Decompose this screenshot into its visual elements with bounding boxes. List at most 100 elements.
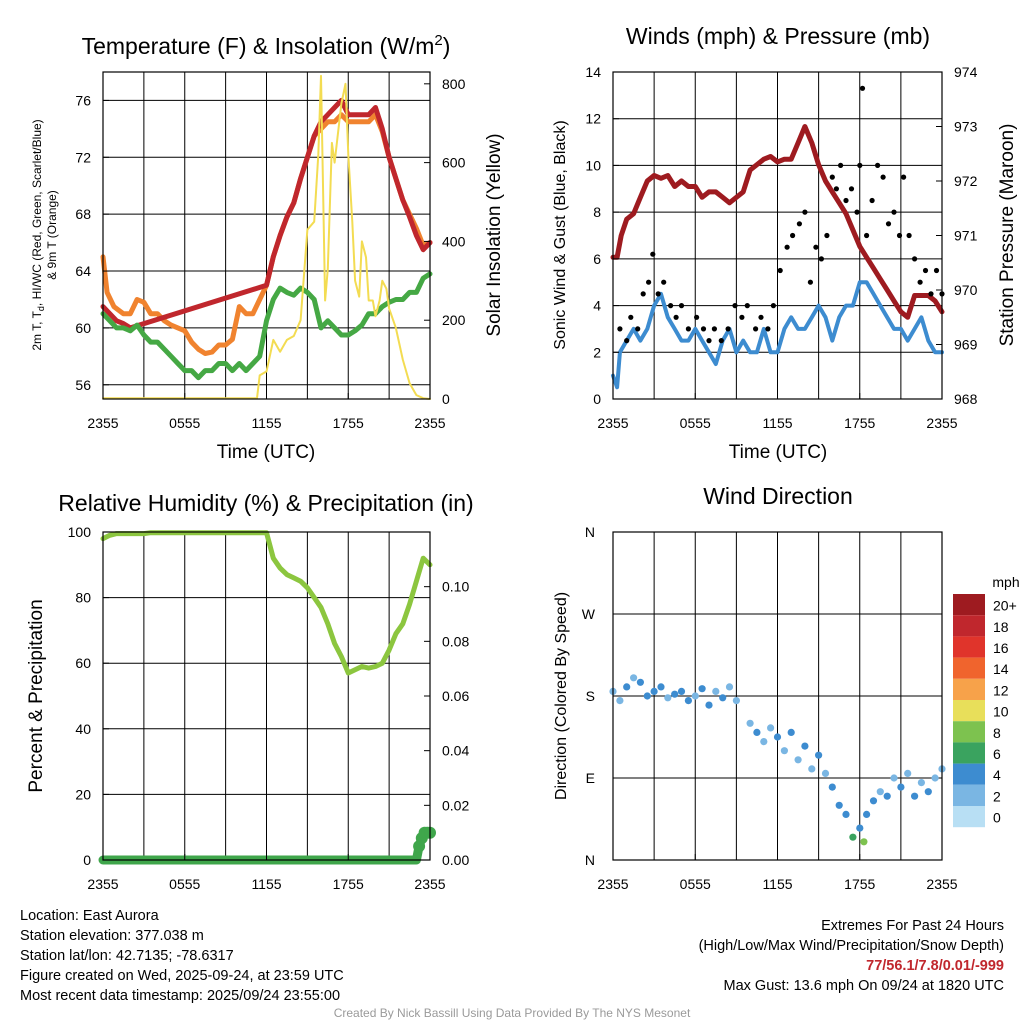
- y-tick-label: 14: [585, 64, 601, 80]
- gust-point: [912, 256, 918, 262]
- direction-point: [719, 694, 727, 702]
- gust-point: [732, 303, 738, 309]
- y-tick-label: 60: [75, 320, 91, 336]
- direction-point: [698, 685, 706, 693]
- humidity-line: [100, 530, 433, 676]
- direction-point: [794, 756, 802, 764]
- temperature-y2-label: Solar Insolation (Yellow): [484, 133, 505, 336]
- gust-point: [744, 303, 750, 309]
- gust-point: [854, 209, 860, 215]
- gust-point: [678, 303, 685, 309]
- direction-y-label: Direction (Colored By Speed): [553, 592, 570, 800]
- station-info: Location: East Aurora Station elevation:…: [20, 906, 344, 1006]
- temperature-y-label: 2m T, Td, HI/WC (Red, Green, Scarlet/Blu…: [30, 119, 46, 350]
- direction-point: [815, 751, 823, 759]
- gust-point: [790, 232, 796, 239]
- legend-label: 2: [993, 788, 1001, 804]
- direction-point: [863, 810, 871, 819]
- direction-point: [636, 678, 645, 686]
- gust-point: [770, 303, 777, 309]
- direction-point: [616, 697, 624, 705]
- gust-point: [635, 326, 641, 332]
- gust-point: [661, 279, 667, 285]
- x-tick-label: 1155: [251, 876, 281, 892]
- direction-point: [860, 838, 868, 846]
- direction-point: [808, 765, 816, 773]
- x-tick-label: 0555: [680, 876, 711, 892]
- temperature-y-label-2: & 9m T (Orange): [45, 190, 59, 280]
- humidity-title: Relative Humidity (%) & Precipitation (i…: [58, 490, 473, 516]
- gust-point: [838, 162, 844, 168]
- legend-label: 14: [993, 661, 1009, 677]
- extremes-heading: Extremes For Past 24 Hours: [821, 918, 1004, 934]
- legend-label: 6: [993, 746, 1001, 762]
- x-tick-label: 1155: [251, 415, 281, 431]
- direction-point: [746, 719, 754, 727]
- winds-x-label: Time (UTC): [729, 442, 828, 463]
- legend-swatch: [953, 806, 985, 828]
- gust-point: [700, 326, 707, 332]
- gust-point: [807, 279, 814, 285]
- gust-point: [646, 279, 652, 285]
- y-tick-label: 969: [954, 337, 978, 353]
- gust-point: [869, 197, 875, 204]
- y-tick-label: 200: [442, 312, 466, 328]
- y-tick-label: 968: [954, 391, 978, 407]
- x-tick-label: 2355: [414, 876, 445, 892]
- direction-point: [732, 697, 741, 705]
- gust-point: [711, 326, 718, 332]
- gust-point: [829, 174, 835, 180]
- gust-point: [864, 232, 870, 239]
- y-tick-label: 60: [75, 655, 91, 671]
- direction-point: [856, 824, 864, 832]
- gust-point: [796, 221, 803, 227]
- y-tick-label: 0.04: [442, 743, 469, 759]
- latlon-text: Station lat/lon: 42.7135; -78.6317: [20, 948, 234, 964]
- x-tick-label: 2355: [926, 415, 957, 431]
- direction-point: [684, 697, 693, 705]
- y-tick-label: 0: [593, 391, 601, 407]
- gust-point: [758, 314, 764, 320]
- x-tick-label: 2355: [926, 876, 957, 892]
- gust-point: [818, 256, 825, 262]
- x-tick-label: 0555: [680, 415, 711, 431]
- y-tick-label: 4: [593, 298, 601, 314]
- x-tick-label: 1155: [762, 876, 792, 892]
- gust-point: [655, 291, 661, 297]
- x-tick-label: 2355: [87, 876, 118, 892]
- direction-point: [821, 769, 830, 778]
- gust-point: [640, 291, 646, 297]
- direction-point: [828, 783, 836, 791]
- y-tick-label: N: [585, 524, 595, 540]
- x-tick-label: 1755: [844, 415, 875, 431]
- y-tick-label: 40: [75, 721, 91, 737]
- extremes-values: 77/56.1/7.8/0.01/-999: [866, 958, 1004, 974]
- y-tick-label: 6: [593, 251, 601, 267]
- y-tick-label: 972: [954, 173, 978, 189]
- gust-point: [617, 326, 623, 332]
- y-tick-label: 0.00: [442, 852, 469, 868]
- winds-y-label: Sonic Wind & Gust (Blue, Black): [552, 120, 569, 349]
- direction-point: [917, 779, 926, 787]
- gust-point: [928, 291, 934, 297]
- legend-label: 12: [993, 682, 1009, 698]
- legend-label: 10: [993, 704, 1009, 720]
- x-tick-label: 0555: [169, 415, 200, 431]
- y-label-part: , HI/WC (Red, Green, Scarlet/Blue): [30, 119, 44, 306]
- winds-title: Winds (mph) & Pressure (mb): [626, 23, 930, 49]
- gust-point: [802, 209, 808, 215]
- y-tick-label: S: [586, 688, 595, 704]
- legend-swatch: [953, 700, 985, 722]
- x-tick-label: 0555: [169, 876, 200, 892]
- gust-point: [857, 162, 863, 168]
- temperature-title: Temperature (F) & Insolation (W/m2): [82, 32, 451, 59]
- direction-point: [835, 801, 843, 809]
- gust-point: [650, 251, 656, 257]
- legend-label: 16: [993, 640, 1009, 656]
- gust-point: [777, 267, 783, 274]
- gust-point: [891, 209, 897, 215]
- y-tick-label: 12: [585, 111, 601, 127]
- recent-data-text: Most recent data timestamp: 2025/09/24 2…: [20, 988, 341, 1004]
